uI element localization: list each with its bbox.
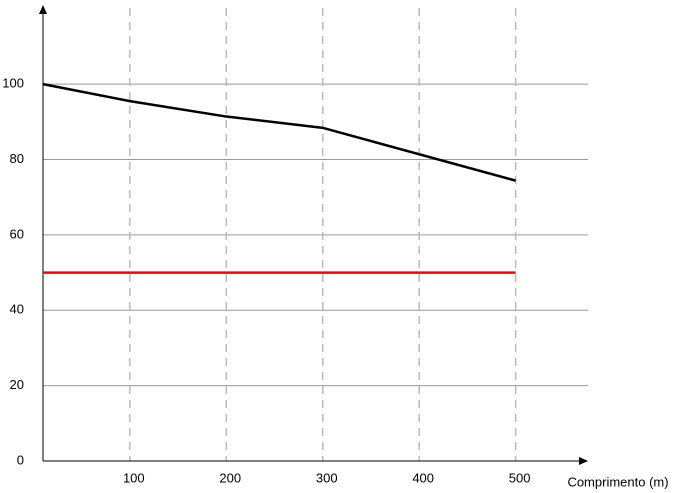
y-tick-label: 40 xyxy=(10,302,24,317)
y-tick-label: 100 xyxy=(2,76,24,91)
data-line xyxy=(42,82,516,182)
y-tick-label: 80 xyxy=(10,151,24,166)
y-tick-label: 20 xyxy=(10,377,24,392)
x-axis-arrow xyxy=(579,457,588,465)
x-tick-label: 200 xyxy=(219,470,241,485)
x-tick-label: 100 xyxy=(123,470,145,485)
y-axis-arrow xyxy=(39,5,47,14)
y-tick-label: 0 xyxy=(17,452,24,467)
y-tick-label: 60 xyxy=(10,226,24,241)
x-tick-label: 300 xyxy=(316,470,338,485)
x-tick-label: 500 xyxy=(509,470,531,485)
x-axis-label: Comprimento (m) xyxy=(567,474,668,489)
x-tick-label: 400 xyxy=(412,470,434,485)
